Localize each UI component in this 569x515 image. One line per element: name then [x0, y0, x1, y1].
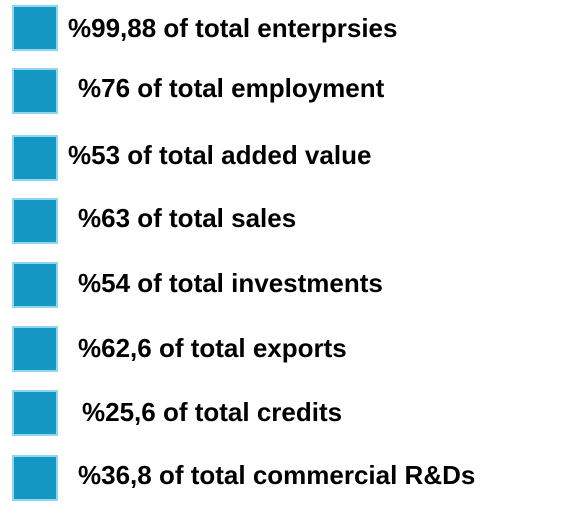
bullet-square: [12, 5, 58, 51]
bullet-square: [12, 455, 58, 501]
bullet-square: [12, 390, 58, 436]
item-text: %62,6 of total exports: [78, 333, 347, 363]
item-text: %63 of total sales: [78, 203, 297, 233]
bullet-square: [12, 135, 58, 181]
item-text: %54 of total investments: [78, 268, 383, 298]
item-text: %25,6 of total credits: [82, 397, 343, 427]
item-text: %36,8 of total commercial R&Ds: [78, 460, 476, 490]
bullet-square: [12, 68, 58, 114]
item-text: %99,88 of total enterprsies: [68, 13, 398, 43]
item-text: %76 of total employment: [78, 73, 385, 103]
bullet-square: [12, 326, 58, 372]
bullet-square: [12, 198, 58, 244]
item-text: %53 of total added value: [68, 140, 372, 170]
bullet-square: [12, 262, 58, 308]
